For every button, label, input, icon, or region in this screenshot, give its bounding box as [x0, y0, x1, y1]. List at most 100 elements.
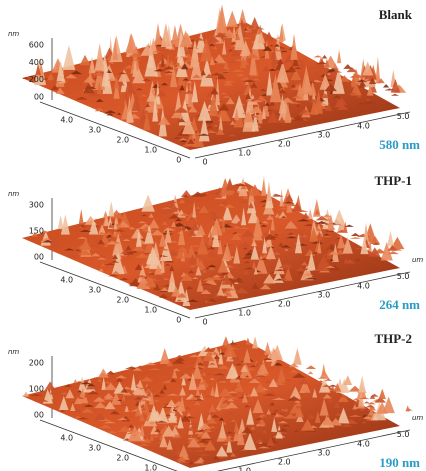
surface-peak	[186, 299, 200, 302]
surface-peak	[249, 364, 257, 367]
surface-peak	[260, 88, 267, 91]
surface-peak	[148, 218, 160, 229]
surface-peak	[144, 224, 154, 244]
surface-peak	[209, 386, 216, 397]
surface-peak	[266, 436, 275, 446]
surface-peak	[241, 207, 247, 226]
surface-peak	[349, 236, 362, 239]
surface-peak	[337, 49, 342, 64]
surface-peak	[176, 299, 183, 302]
surface-peak	[134, 406, 142, 417]
surface-peak	[122, 235, 131, 238]
surface-peak	[219, 92, 229, 95]
surface-peak	[367, 233, 372, 255]
surface-peak	[179, 386, 186, 396]
surface-peak	[164, 263, 171, 266]
surface-peak	[263, 273, 276, 284]
surface-peak	[302, 234, 308, 237]
surface-peak	[106, 113, 114, 116]
surface-peak	[204, 277, 218, 285]
surface-peak	[249, 45, 257, 76]
surface-peak	[179, 373, 193, 379]
surface-peak	[343, 375, 353, 386]
surface-peak	[93, 218, 99, 222]
surface-peak	[55, 87, 65, 94]
surface-peak	[166, 360, 174, 367]
surface-peak	[191, 74, 201, 78]
surface-peak	[283, 413, 298, 419]
surface-peak	[115, 222, 122, 227]
surface-peak	[204, 440, 217, 451]
surface-peak	[188, 354, 201, 358]
z-unit: nm	[8, 30, 19, 38]
surface-peak	[300, 265, 314, 281]
surface-peak	[278, 242, 284, 247]
surface-peak	[173, 400, 185, 407]
surface-peak	[188, 425, 197, 429]
surface-peak	[278, 263, 293, 269]
surface-peak	[236, 221, 241, 226]
surface-peak	[205, 73, 214, 78]
surface-peak	[293, 66, 303, 69]
surface-peak	[254, 382, 266, 393]
surface-peak	[179, 61, 193, 69]
surface-peak	[267, 235, 279, 238]
surface-peak	[221, 95, 232, 98]
surface-peak	[168, 214, 181, 219]
surface-peak	[234, 287, 249, 294]
surface-peak	[271, 417, 278, 432]
surface-peak	[176, 87, 182, 94]
surface-peak	[151, 50, 163, 53]
surface-peak	[104, 231, 114, 236]
surface-peak	[200, 283, 214, 286]
surface-peak	[238, 418, 247, 435]
surface-peak	[85, 234, 90, 238]
surface-peak	[382, 396, 395, 414]
surface-peak	[31, 232, 38, 237]
surface-peak	[266, 408, 272, 415]
surface-peak	[297, 59, 306, 63]
surface-peak	[264, 379, 272, 384]
surface-peak	[244, 80, 250, 85]
surface-peak	[112, 271, 120, 274]
surface-peak	[206, 417, 218, 424]
surface-peak	[131, 244, 146, 251]
surface-peak	[206, 125, 214, 129]
surface-peak	[233, 232, 243, 235]
surface-peak	[197, 453, 211, 456]
surface-peak	[268, 68, 277, 71]
surface-peak	[158, 56, 170, 65]
surface-peak	[267, 111, 279, 123]
surface-peak	[219, 177, 231, 196]
surface-peak	[195, 266, 202, 276]
surface-peak	[158, 248, 171, 251]
surface-peak	[124, 404, 129, 412]
surface-peak	[251, 78, 262, 81]
surface-peak	[361, 421, 367, 424]
surface-peak	[344, 224, 355, 227]
surface-peak	[176, 293, 188, 298]
surface-peak	[292, 348, 302, 365]
surface-peak	[125, 255, 131, 258]
surface-peak	[206, 93, 212, 97]
surface-peak	[297, 271, 305, 274]
surface-peak	[224, 288, 239, 291]
surface-peak	[228, 49, 233, 52]
surface-peak	[29, 393, 43, 396]
surface-peak	[250, 82, 258, 88]
surface-peak	[290, 233, 297, 236]
surface-peak	[278, 116, 286, 123]
surface-peak	[64, 74, 78, 79]
surface-peak	[202, 350, 215, 362]
surface-peak	[329, 264, 341, 271]
surface-peak	[368, 253, 376, 257]
surface-peak	[204, 357, 209, 365]
surface-peak	[138, 47, 147, 50]
surface-peak	[137, 221, 147, 224]
y-unit: um	[412, 256, 423, 264]
surface-peak	[82, 82, 95, 94]
surface-peak	[251, 336, 259, 349]
x-axis	[39, 261, 191, 319]
surface-peak	[169, 271, 175, 283]
surface-peak	[248, 184, 262, 196]
